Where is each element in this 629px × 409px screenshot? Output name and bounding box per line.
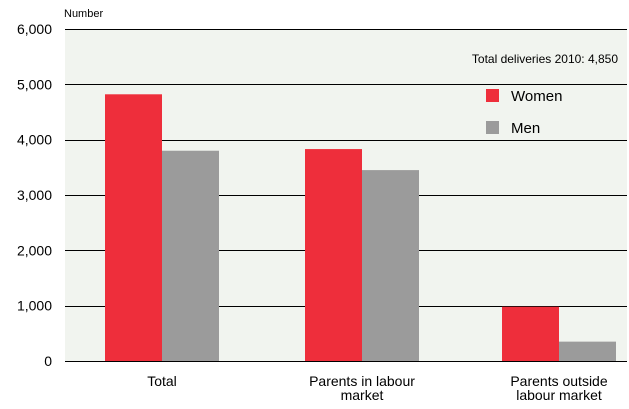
category-label: labour market (516, 387, 602, 403)
category-label: market (341, 387, 384, 403)
y-tick-label: 5,000 (17, 76, 52, 92)
bar-women-3 (502, 306, 559, 361)
y-axis-unit-label: Number (64, 8, 103, 20)
legend-swatch-men (486, 121, 499, 134)
legend: Women Men (486, 88, 562, 137)
category-label: Total (147, 373, 177, 389)
bar-women-1 (105, 94, 162, 361)
category-label: Parents outside (510, 373, 607, 389)
total-deliveries-annotation: Total deliveries 2010: 4,850 (472, 52, 618, 66)
category-label: Parents in labour (309, 373, 415, 389)
bar-men-2 (362, 170, 419, 361)
bar-women-2 (305, 149, 362, 361)
bars (105, 94, 616, 361)
y-tick-label: 1,000 (17, 298, 52, 314)
y-tick-label: 0 (44, 353, 52, 369)
bar-men-1 (162, 150, 219, 361)
y-tick-label: 2,000 (17, 242, 52, 258)
legend-label-men: Men (511, 120, 540, 137)
y-tick-label: 6,000 (17, 21, 52, 37)
bar-men-3 (559, 341, 616, 361)
y-axis-ticks: 0 1,000 2,000 3,000 4,000 5,000 6,000 (17, 21, 52, 369)
legend-label-women: Women (511, 88, 562, 105)
legend-swatch-women (486, 89, 499, 102)
y-tick-label: 3,000 (17, 187, 52, 203)
y-tick-label: 4,000 (17, 132, 52, 148)
